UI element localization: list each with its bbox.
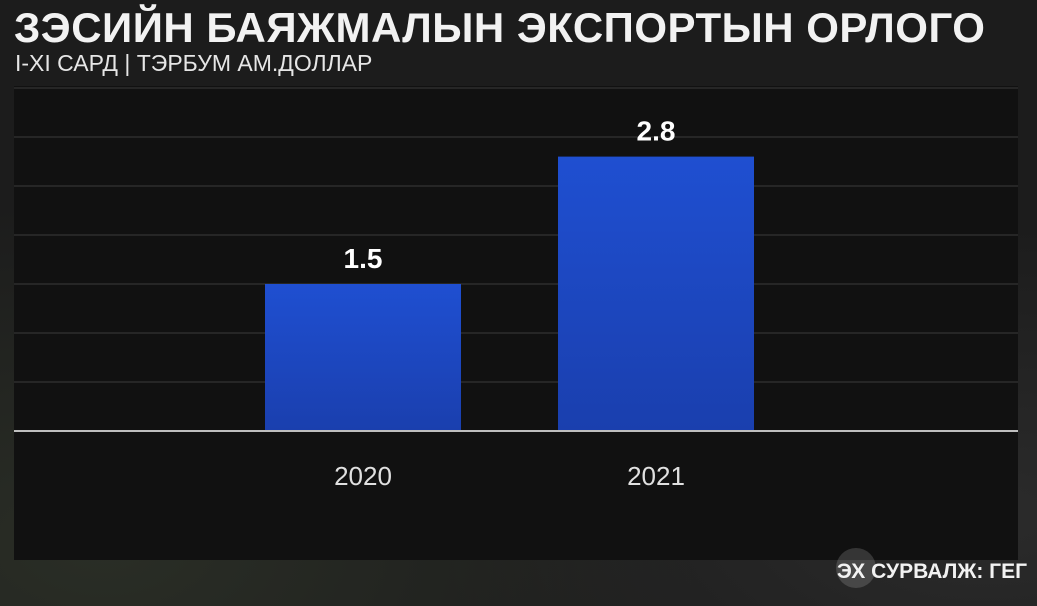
chart-subtitle: I-XI САРД | ТЭРБУМ АМ.ДОЛЛАР bbox=[15, 50, 373, 76]
x-tick-label-2021: 2021 bbox=[627, 461, 685, 491]
bar-2020 bbox=[265, 284, 461, 431]
x-tick-label-2020: 2020 bbox=[334, 461, 392, 491]
chart-panel: 1.5 2020 2.8 2021 bbox=[14, 86, 1018, 560]
source-label: ЭХ СУРВАЛЖ: ГЕГ bbox=[836, 560, 1027, 583]
data-label-2021: 2.8 bbox=[637, 116, 676, 147]
chart-title: ЗЭСИЙН БАЯЖМАЛЫН ЭКСПОРТЫН ОРЛОГО bbox=[14, 4, 986, 51]
bar-2021 bbox=[558, 156, 754, 431]
bar-chart: 1.5 2020 2.8 2021 bbox=[14, 87, 1018, 491]
logo-watermark bbox=[836, 548, 876, 588]
data-label-2020: 1.5 bbox=[344, 243, 383, 274]
